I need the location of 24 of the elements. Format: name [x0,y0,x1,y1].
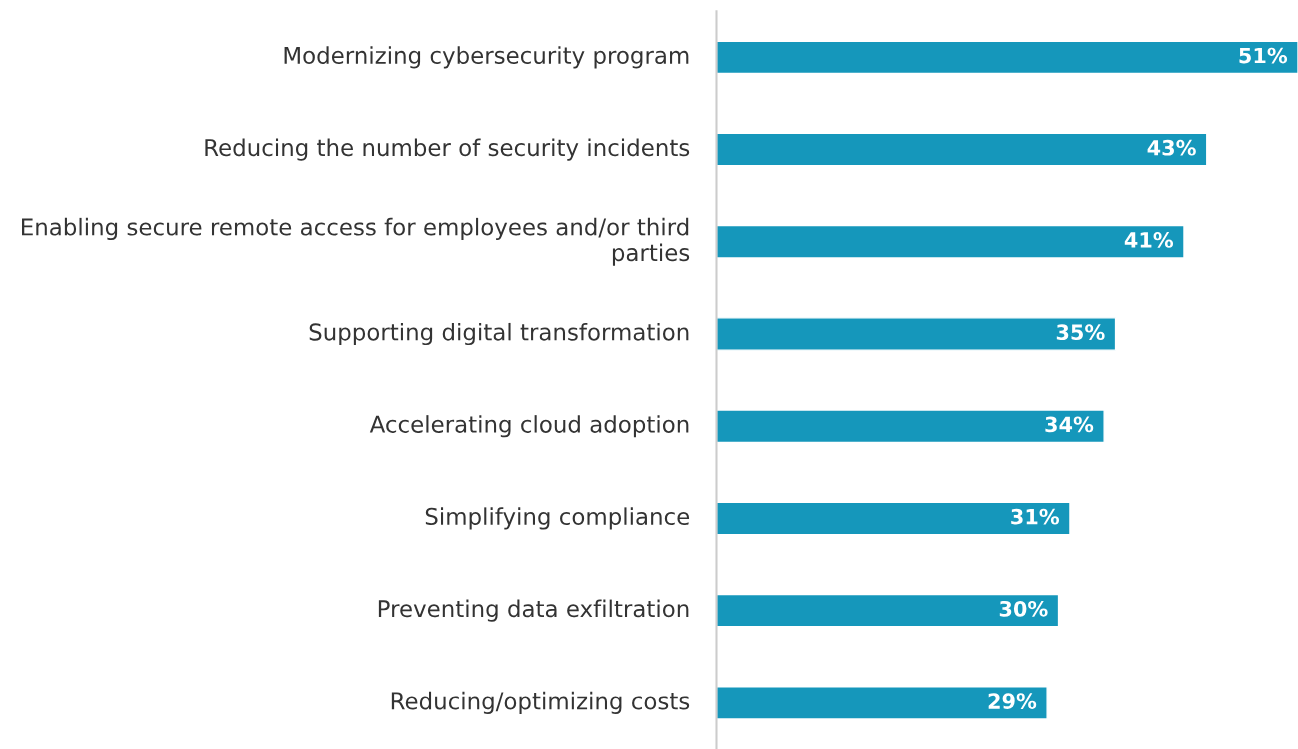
data-label: 29% [988,693,1037,709]
data-label: 51% [1239,47,1288,64]
bar [716,40,1298,75]
y-tick-label: Supporting digital transformation [309,322,689,346]
data-label: 30% [999,600,1048,617]
y-tick-label: Modernizing cybersecurity program [284,46,689,69]
data-label: 31% [1011,508,1060,525]
bar [716,686,1048,720]
data-label: 34% [1045,416,1094,433]
y-tick-label: Accelerating cloud adoption [369,415,689,438]
y-tick-label: Reducing the number of security incidents [205,138,690,161]
y-tick-label: Enabling secure remote access for employees and/or third parties [22,217,690,266]
y-tick-label: Reducing/optimizing costs [391,691,690,714]
data-label: 43% [1147,139,1196,156]
bar [716,593,1060,628]
bar [716,224,1185,259]
bar [716,409,1105,444]
data-label: 35% [1056,324,1105,341]
data-label: 41% [1124,232,1174,248]
y-tick-label: Preventing data exfiltration [378,599,689,622]
bar [716,132,1208,167]
bar [716,317,1117,351]
y-tick-label: Simplifying compliance [425,507,690,530]
bar [716,501,1071,536]
